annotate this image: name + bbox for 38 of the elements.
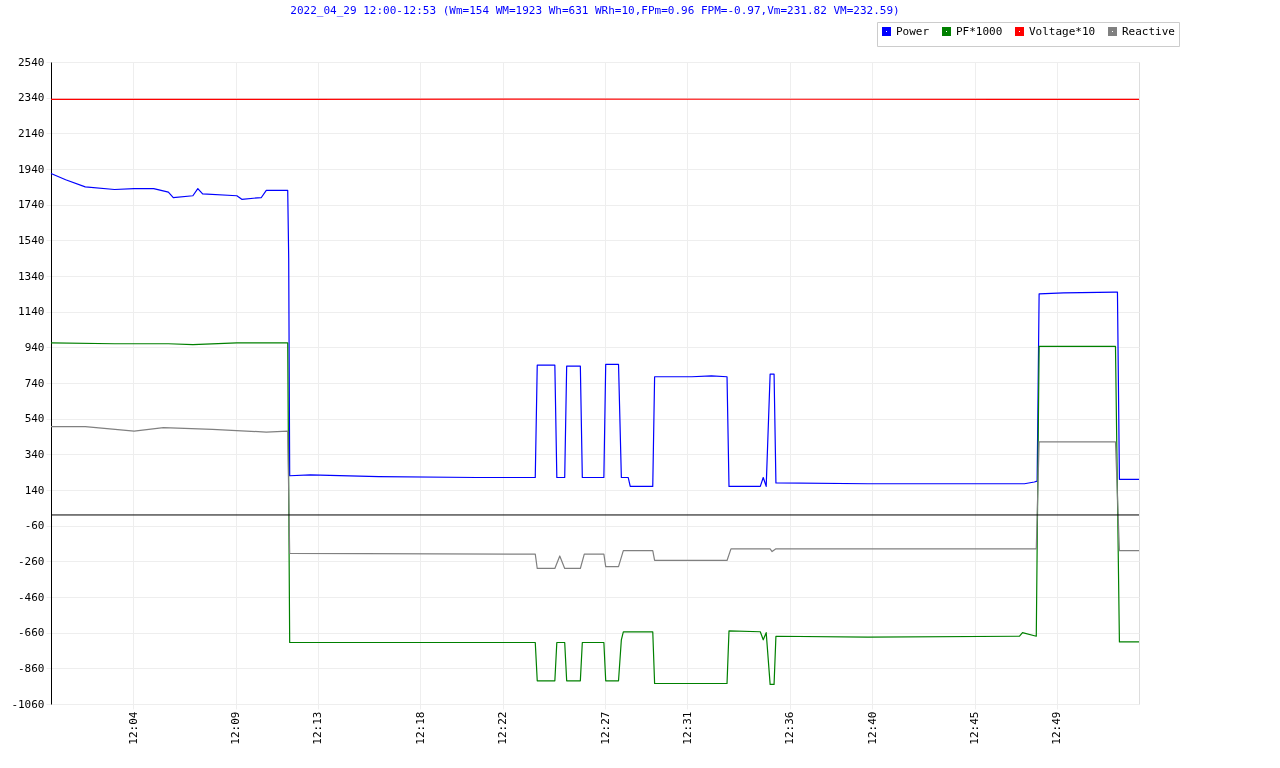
y-tick-label: 1140 [18,305,45,319]
y-tick-label: 1940 [18,162,45,176]
legend-label: PF*1000 [956,24,1003,38]
y-tick-label: -860 [18,661,45,675]
x-tick-label: 12:45 [968,711,982,745]
y-tick-label: -460 [18,590,45,604]
x-tick-label: 12:18 [413,711,427,745]
y-tick-label: 340 [24,447,45,461]
x-tick-label: 12:13 [311,711,325,745]
y-tick-label: 540 [24,412,45,426]
line-series [50,172,1140,488]
y-tick-label: 1540 [18,233,45,247]
y-tick-label: 1740 [18,198,45,212]
legend-label: Reactive [1122,24,1175,38]
x-tick-label: 12:27 [598,711,612,745]
y-tick-label: -1060 [11,697,45,711]
y-tick-label: 2140 [18,126,45,140]
y-tick-label: 1340 [18,269,45,283]
x-tick-label: 12:40 [865,711,879,745]
y-tick-label: 2540 [18,55,45,69]
chart-title: 2022_04_29 12:00-12:53 (Wm=154 WM=1923 Wh=631 WRh=10,FPm=0.96 FPM=-0.97,Vm=231.82 VM=232.59) [290,4,900,17]
y-tick-label: 740 [24,376,45,390]
y-tick-label: 940 [24,340,45,354]
legend-label: Power [896,24,930,38]
x-tick-label: 12:22 [496,711,510,745]
x-tick-label: 12:31 [680,711,694,745]
y-tick-label: 2340 [18,91,45,105]
y-tick-label: -660 [18,626,45,640]
line-series [50,342,1140,685]
line-series [50,426,1140,570]
y-tick-label: -60 [24,519,45,533]
x-tick-label: 12:04 [126,711,140,745]
legend-label: Voltage*10 [1029,24,1096,38]
x-tick-label: 12:49 [1050,711,1064,745]
x-tick-label: 12:09 [229,711,243,745]
y-tick-label: 140 [24,483,45,497]
y-tick-label: -260 [18,554,45,568]
x-tick-label: 12:36 [783,711,797,745]
